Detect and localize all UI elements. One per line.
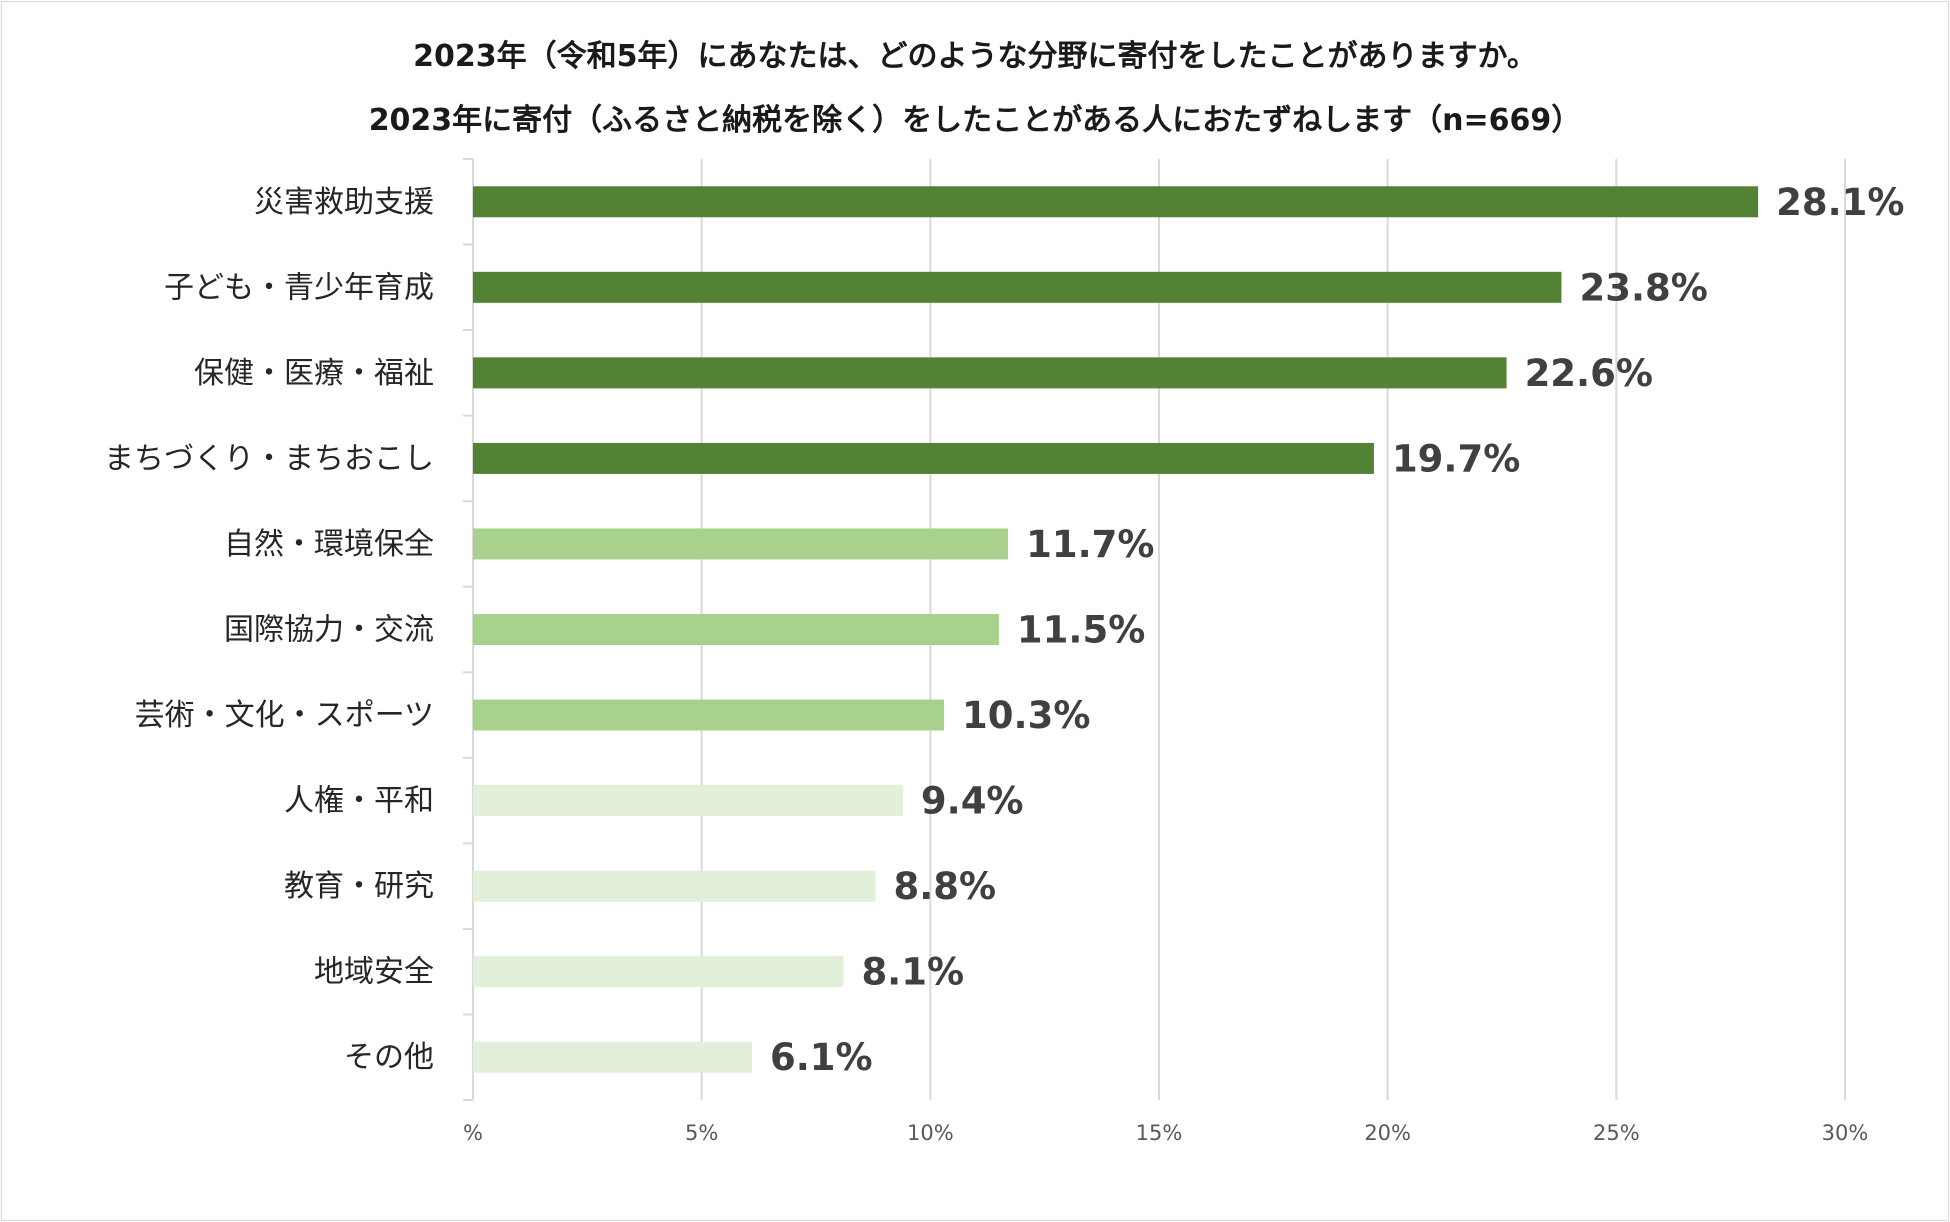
category-label: 地域安全 <box>314 955 434 990</box>
chart-title: 2023年（令和5年）にあなたは、どのような分野に寄付をしたことがありますか。 <box>413 39 1537 74</box>
bars <box>473 186 1759 1073</box>
data-label: 19.7% <box>1392 437 1520 480</box>
data-label: 28.1% <box>1776 181 1904 224</box>
data-label: 6.1% <box>770 1036 873 1079</box>
category-label: まちづくり・まちおこし <box>104 441 434 476</box>
category-label: その他 <box>344 1040 434 1075</box>
x-axis-ticks: % 5% 10% 15% 20% 25% 30% <box>463 1121 1868 1145</box>
category-label: 人権・平和 <box>284 784 434 819</box>
category-axis <box>463 158 473 1101</box>
category-labels: 災害救助支援子ども・青少年育成保健・医療・福祉まちづくり・まちおこし自然・環境保… <box>104 185 434 1075</box>
chart-subtitle: 2023年に寄付（ふるさと納税を除く）をしたことがある人におたずねします（n=6… <box>369 103 1582 138</box>
x-tick-label: 30% <box>1822 1121 1869 1145</box>
category-label: 災害救助支援 <box>254 185 434 220</box>
category-label: 国際協力・交流 <box>224 613 434 648</box>
bar <box>473 442 1374 474</box>
x-tick-label: 10% <box>907 1121 954 1145</box>
data-label: 22.6% <box>1525 352 1653 395</box>
data-label: 9.4% <box>921 780 1024 823</box>
category-label: 自然・環境保全 <box>224 527 434 562</box>
bar <box>473 1041 752 1073</box>
value-labels: 28.1% 23.8% 22.6%19.7% 11.7% 11.5% 10.3% 9.4% 8… <box>770 181 1905 1079</box>
bar <box>473 785 903 817</box>
data-label: 11.7% <box>1026 523 1154 566</box>
x-tick-label: 20% <box>1364 1121 1411 1145</box>
bar <box>473 699 945 731</box>
data-label: 10.3% <box>962 694 1090 737</box>
bar <box>473 186 1759 218</box>
category-label: 芸術・文化・スポーツ <box>135 698 434 733</box>
bar <box>473 271 1562 303</box>
category-label: 保健・医療・福祉 <box>194 356 434 391</box>
bar <box>473 357 1507 389</box>
bar <box>473 614 999 645</box>
bar <box>473 956 844 988</box>
x-tick-label: 5% <box>685 1121 718 1145</box>
data-label: 8.8% <box>893 865 996 908</box>
data-label: 23.8% <box>1579 266 1707 309</box>
category-label: 子ども・青少年育成 <box>164 270 434 305</box>
data-label: 11.5% <box>1017 609 1145 652</box>
bar <box>473 528 1009 560</box>
gridlines <box>472 159 1846 1100</box>
x-tick-label: 15% <box>1136 1121 1183 1145</box>
data-label: 8.1% <box>861 951 964 994</box>
x-tick-label: % <box>463 1121 483 1145</box>
bar <box>473 870 876 902</box>
category-label: 教育・研究 <box>284 869 434 904</box>
x-tick-label: 25% <box>1593 1121 1640 1145</box>
